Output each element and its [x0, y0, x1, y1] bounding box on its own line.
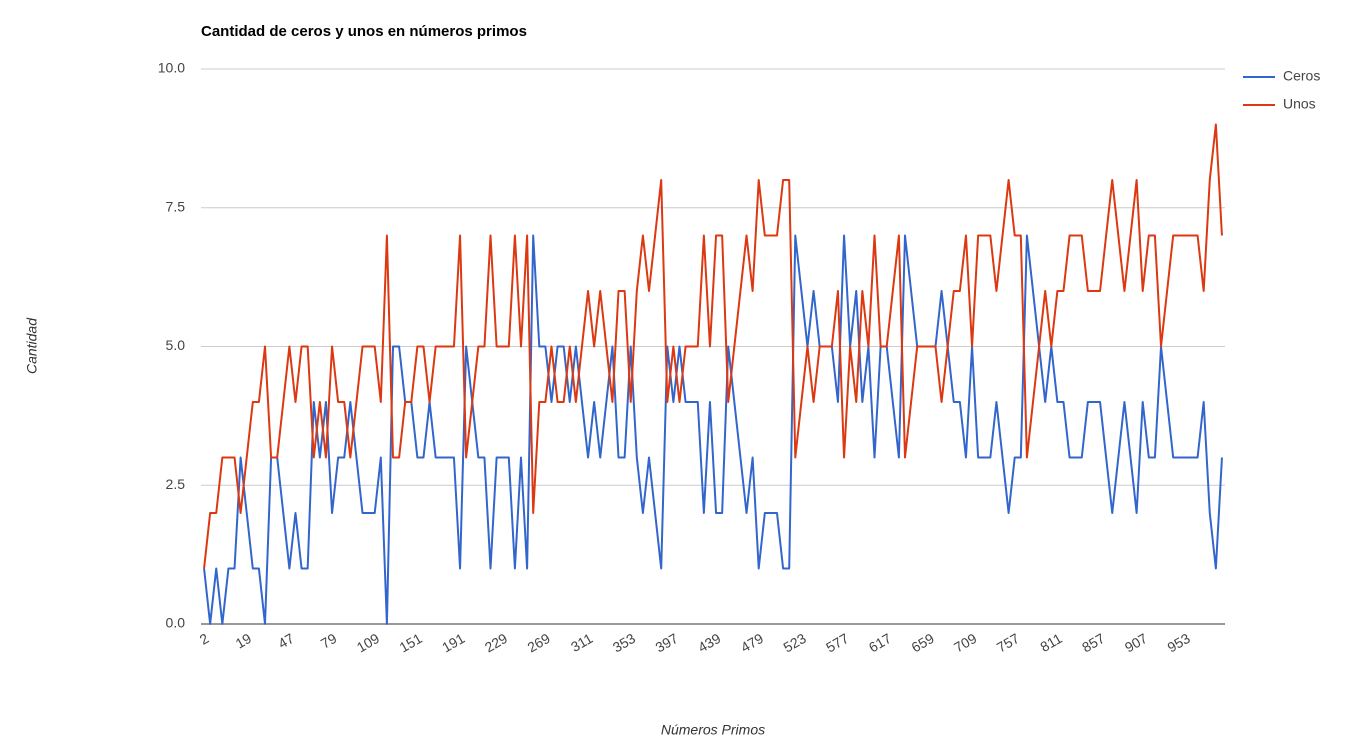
x-tick-label: 953	[1165, 630, 1193, 656]
x-tick-label: 229	[482, 630, 510, 656]
x-tick-label: 857	[1079, 630, 1107, 656]
x-tick-label: 709	[951, 630, 979, 656]
x-tick-label: 79	[318, 630, 340, 652]
legend-label: Unos	[1283, 96, 1316, 112]
line-series	[203, 123, 1223, 569]
x-tick-label: 659	[909, 630, 937, 656]
y-tick-label: 10.0	[158, 60, 185, 76]
line-series	[203, 234, 1223, 625]
x-tick-label: 191	[439, 630, 467, 656]
x-tick-label: 311	[568, 630, 596, 655]
chart-title: Cantidad de ceros y unos en números prim…	[201, 23, 527, 40]
x-tick-label: 577	[823, 630, 851, 656]
x-tick-label: 19	[233, 630, 255, 652]
x-tick-label: 353	[610, 630, 638, 656]
x-tick-label: 439	[695, 630, 723, 656]
y-tick-label: 2.5	[166, 476, 186, 492]
x-tick-label: 811	[1037, 630, 1065, 655]
y-tick-label: 0.0	[166, 615, 186, 631]
y-axis-title: Cantidad	[24, 317, 40, 374]
x-tick-label: 907	[1122, 630, 1150, 656]
y-tick-label: 5.0	[166, 337, 186, 353]
x-tick-label: 109	[354, 630, 382, 656]
x-tick-label: 2	[197, 630, 212, 648]
x-tick-label: 397	[653, 630, 681, 656]
x-tick-label: 523	[781, 630, 809, 656]
y-tick-label: 7.5	[166, 198, 186, 214]
x-tick-label: 757	[994, 630, 1022, 656]
legend-label: Ceros	[1283, 68, 1320, 84]
x-axis-title: Números Primos	[661, 722, 765, 738]
x-tick-label: 617	[866, 630, 894, 656]
x-tick-label: 47	[275, 630, 297, 652]
x-tick-label: 151	[397, 630, 425, 656]
x-tick-label: 269	[525, 630, 553, 656]
x-tick-label: 479	[738, 630, 766, 656]
